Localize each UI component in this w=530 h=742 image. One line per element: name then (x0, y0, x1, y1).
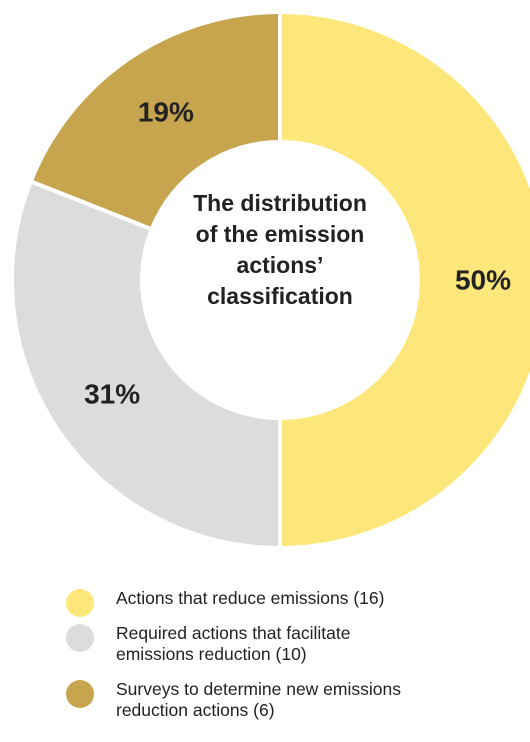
slice-percent-label-facilitate-reduction: 31% (84, 379, 140, 410)
chart-title-line-1: The distribution (193, 190, 367, 216)
legend-label-line: Required actions that facilitate (116, 623, 351, 643)
legend-label-reduce-emissions: Actions that reduce emissions (16) (116, 588, 504, 609)
donut-chart-svg: 50% 31% 19% (10, 9, 530, 551)
slice-percent-label-surveys: 19% (138, 97, 194, 128)
legend-swatch-reduce-emissions (66, 589, 94, 617)
legend-label-line: Surveys to determine new emissions (116, 679, 401, 699)
legend-item-facilitate-reduction: Required actions that facilitate emissio… (64, 623, 504, 665)
legend-label-line: Actions that reduce emissions (16) (116, 588, 385, 608)
legend-item-surveys: Surveys to determine new emissions reduc… (64, 679, 504, 721)
chart-legend: Actions that reduce emissions (16) Requi… (64, 588, 504, 721)
donut-slice-facilitate-reduction (10, 178, 282, 551)
donut-chart: 50% 31% 19% The distribution of the emissi… (10, 9, 530, 551)
legend-label-line: reduction actions (6) (116, 700, 275, 720)
legend-label-line: emissions reduction (10) (116, 644, 307, 664)
legend-item-reduce-emissions: Actions that reduce emissions (16) (64, 588, 504, 617)
chart-title-line-4: classification (207, 283, 353, 309)
legend-label-facilitate-reduction: Required actions that facilitate emissio… (116, 623, 504, 665)
donut-slice-reduce-emissions (278, 9, 530, 551)
donut-slice-surveys (28, 9, 282, 232)
legend-swatch-facilitate-reduction (66, 624, 94, 652)
legend-swatch-surveys (66, 680, 94, 708)
slice-percent-label-reduce-emissions: 50% (455, 265, 511, 296)
chart-title-line-2: of the emission (195, 221, 365, 247)
chart-title: The distribution of the emission actions… (165, 188, 395, 312)
chart-title-line-3: actions’ (236, 252, 324, 278)
legend-label-surveys: Surveys to determine new emissions reduc… (116, 679, 504, 721)
